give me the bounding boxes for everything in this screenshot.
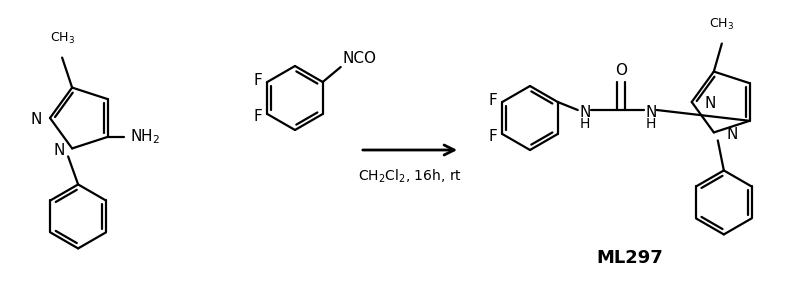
Text: F: F [489,93,498,108]
Text: F: F [489,128,498,143]
Text: NCO: NCO [342,51,377,66]
Text: N: N [54,143,65,158]
Text: N: N [727,127,738,142]
Text: F: F [254,73,262,88]
Text: F: F [254,108,262,123]
Text: CH$_3$: CH$_3$ [50,31,74,46]
Text: N: N [30,111,42,126]
Text: O: O [614,63,626,78]
Text: NH$_2$: NH$_2$ [130,128,160,146]
Text: CH$_3$: CH$_3$ [710,16,734,31]
Text: H: H [646,117,656,131]
Text: ML297: ML297 [597,249,663,267]
Text: CH$_2$Cl$_2$, 16h, rt: CH$_2$Cl$_2$, 16h, rt [358,168,462,186]
Text: H: H [579,117,590,131]
Text: N: N [645,104,657,119]
Text: N: N [579,104,590,119]
Text: N: N [705,96,716,111]
